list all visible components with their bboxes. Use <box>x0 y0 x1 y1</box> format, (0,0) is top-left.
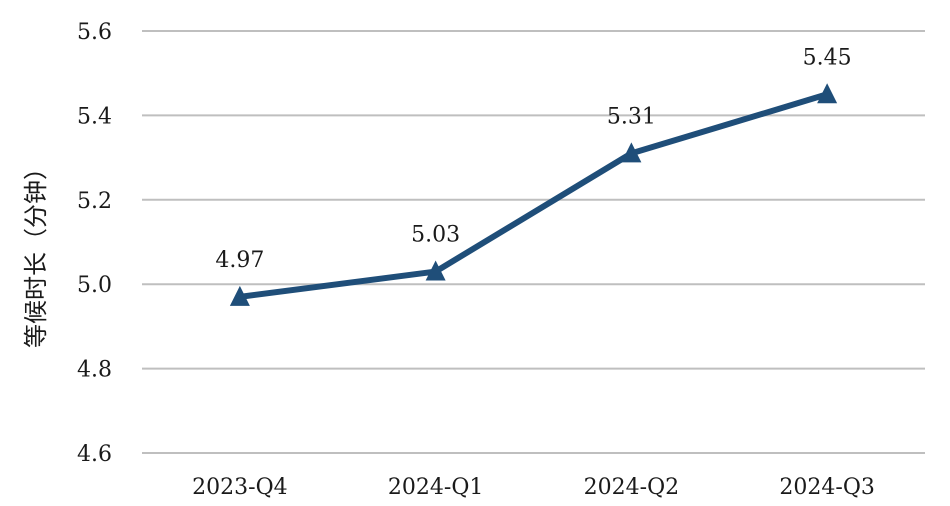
triangle-marker <box>229 285 250 306</box>
data-label: 5.45 <box>803 45 852 70</box>
y-tick-label: 4.6 <box>77 442 112 467</box>
series-line <box>236 91 831 300</box>
x-tick-label: 2024-Q1 <box>388 475 483 500</box>
x-tick-label: 2023-Q4 <box>192 475 287 500</box>
y-axis-label: 等候时长（分钟） <box>22 156 50 348</box>
y-tick-label: 5.4 <box>77 104 112 129</box>
data-label: 5.03 <box>411 223 460 248</box>
x-axis-ticks: 2023-Q4 2024-Q1 2024-Q2 2024-Q3 <box>192 475 875 500</box>
triangle-marker <box>425 260 446 281</box>
y-tick-label: 5.6 <box>77 20 112 45</box>
y-tick-label: 4.8 <box>77 358 112 383</box>
data-label: 5.31 <box>607 104 656 129</box>
y-axis-ticks: 4.6 4.8 5.0 5.2 5.4 5.6 <box>77 20 112 467</box>
x-tick-label: 2024-Q2 <box>584 475 679 500</box>
y-tick-label: 5.0 <box>77 273 112 298</box>
triangle-marker <box>621 142 642 163</box>
y-tick-label: 5.2 <box>77 189 112 214</box>
triangle-marker <box>817 83 838 104</box>
series-group <box>229 83 838 306</box>
gridlines <box>142 30 925 454</box>
x-tick-label: 2024-Q3 <box>779 475 874 500</box>
data-label: 4.97 <box>215 248 264 273</box>
data-labels: 4.97 5.03 5.31 5.45 <box>215 45 851 273</box>
